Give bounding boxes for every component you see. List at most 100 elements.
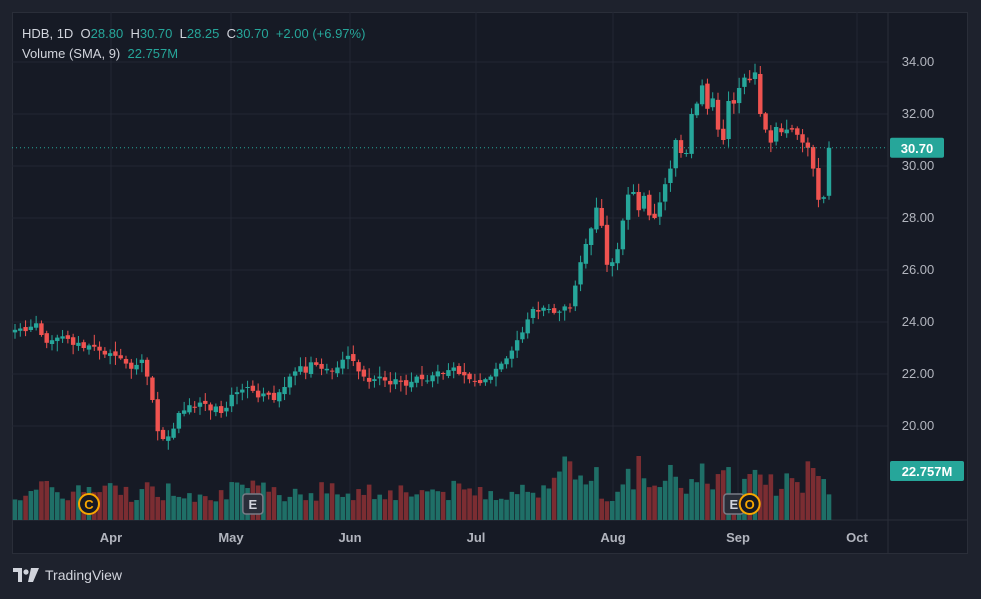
candle-body (483, 379, 487, 382)
volume-bar (763, 485, 768, 520)
volume-bar (673, 477, 678, 520)
volume-bar (192, 502, 197, 520)
volume-bar (140, 489, 145, 520)
brand-name: TradingView (45, 567, 122, 583)
volume-bar (145, 482, 150, 520)
candle-body (325, 369, 329, 371)
volume-bar (409, 497, 414, 520)
candle-body (663, 184, 667, 201)
candle-body (92, 345, 96, 347)
volume-bar (282, 501, 287, 520)
volume-bar (351, 500, 356, 520)
candle-body (668, 169, 672, 183)
candle-body (790, 128, 794, 129)
volume-bar (166, 483, 171, 520)
y-tick-label: 32.00 (902, 106, 935, 121)
volume-bar (578, 475, 583, 520)
volume-bar (758, 475, 763, 520)
candle-body (129, 363, 133, 369)
volume-bar (774, 496, 779, 520)
candles (13, 64, 831, 450)
candle-body (356, 362, 360, 371)
volume-bar (552, 478, 557, 520)
candle-body (282, 387, 286, 394)
candle-body (800, 134, 804, 142)
volume-bar (769, 474, 774, 520)
candle-body (171, 429, 175, 438)
candle-body (298, 366, 302, 372)
volume-bar (103, 486, 108, 520)
candle-body (753, 72, 757, 79)
tradingview-logo[interactable]: TradingView (13, 567, 122, 583)
symbol-label[interactable]: HDB (22, 26, 49, 41)
volume-bar (784, 473, 789, 520)
volume-bar (383, 499, 388, 520)
candle-body (34, 323, 38, 327)
volume-bar (118, 495, 123, 520)
volume-bar (293, 489, 298, 520)
candle-body (388, 381, 392, 384)
volume-bar (229, 482, 234, 520)
close-label: C (227, 26, 236, 41)
volume-bar (594, 467, 599, 520)
candle-body (341, 360, 345, 369)
candle-body (277, 392, 281, 401)
candle-body (526, 319, 530, 333)
candle-body (309, 362, 313, 374)
chart-legend: HDB, 1D O28.80 H30.70 L28.25 C30.70 +2.0… (22, 24, 365, 64)
candle-body (499, 364, 503, 370)
candle-body (573, 286, 577, 307)
candle-body (615, 249, 619, 263)
low-value: 28.25 (187, 26, 220, 41)
candle-body (119, 355, 123, 358)
candle-body (393, 379, 397, 384)
volume-bar (129, 502, 134, 520)
candle-body (362, 370, 366, 377)
candle-body (29, 327, 33, 330)
volume-bar (710, 489, 715, 520)
open-label: O (81, 26, 91, 41)
candle-body (716, 100, 720, 130)
candle-body (552, 308, 556, 313)
candle-body (372, 379, 376, 381)
volume-bar (362, 495, 367, 520)
candle-body (452, 368, 456, 371)
volume-bar (779, 489, 784, 520)
event-marker-label: E (730, 497, 739, 512)
candle-body (415, 377, 419, 383)
volume-bar (589, 481, 594, 520)
volume-bar (266, 492, 271, 520)
candle-body (425, 381, 429, 382)
candle-body (541, 308, 545, 311)
candle-body (150, 378, 154, 400)
volume-bar (700, 464, 705, 520)
candle-body (140, 360, 144, 363)
volume-bar (642, 478, 647, 520)
volume-label[interactable]: Volume (SMA, 9) (22, 46, 120, 61)
candle-body (531, 309, 535, 318)
candle-body (182, 410, 186, 413)
volume-bar (182, 498, 187, 520)
candle-body (124, 359, 128, 364)
candle-body (55, 338, 59, 341)
volume-bar (71, 492, 76, 520)
candle-body (399, 381, 403, 382)
volume-bar (288, 497, 293, 520)
low-label: L (180, 26, 187, 41)
interval-label[interactable]: 1D (57, 26, 74, 41)
candle-body (378, 377, 382, 379)
volume-bar (214, 501, 219, 520)
event-marker-label: E (249, 497, 258, 512)
candle-body (441, 373, 445, 374)
volume-bar (790, 478, 795, 520)
candle-body (737, 88, 741, 103)
volume-bar (573, 480, 578, 520)
candle-body (161, 430, 165, 439)
candle-body (674, 140, 678, 168)
candle-body (705, 84, 709, 109)
candle-body (652, 214, 656, 218)
volume-bar (806, 461, 811, 520)
candle-body (383, 377, 387, 380)
candle-body (584, 244, 588, 264)
